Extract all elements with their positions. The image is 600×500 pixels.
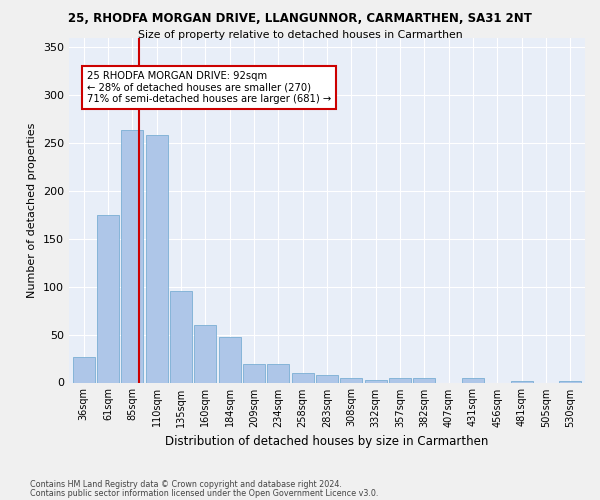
Bar xyxy=(121,130,143,382)
Bar xyxy=(268,364,289,382)
Text: Contains public sector information licensed under the Open Government Licence v3: Contains public sector information licen… xyxy=(30,488,379,498)
Bar xyxy=(340,378,362,382)
Bar xyxy=(146,135,167,382)
Bar xyxy=(194,325,216,382)
Bar xyxy=(462,378,484,382)
Bar xyxy=(559,380,581,382)
Y-axis label: Number of detached properties: Number of detached properties xyxy=(28,122,37,298)
Bar xyxy=(170,292,192,382)
Text: 25 RHODFA MORGAN DRIVE: 92sqm
← 28% of detached houses are smaller (270)
71% of : 25 RHODFA MORGAN DRIVE: 92sqm ← 28% of d… xyxy=(86,71,331,104)
Text: Contains HM Land Registry data © Crown copyright and database right 2024.: Contains HM Land Registry data © Crown c… xyxy=(30,480,342,489)
Bar xyxy=(243,364,265,382)
Bar xyxy=(218,338,241,382)
Text: 25, RHODFA MORGAN DRIVE, LLANGUNNOR, CARMARTHEN, SA31 2NT: 25, RHODFA MORGAN DRIVE, LLANGUNNOR, CAR… xyxy=(68,12,532,26)
Text: Size of property relative to detached houses in Carmarthen: Size of property relative to detached ho… xyxy=(137,30,463,40)
X-axis label: Distribution of detached houses by size in Carmarthen: Distribution of detached houses by size … xyxy=(166,435,488,448)
Bar xyxy=(365,380,386,382)
Bar xyxy=(511,380,533,382)
Bar xyxy=(316,375,338,382)
Bar xyxy=(97,215,119,382)
Bar xyxy=(389,378,411,382)
Bar xyxy=(413,378,436,382)
Bar xyxy=(73,356,95,382)
Bar xyxy=(292,373,314,382)
